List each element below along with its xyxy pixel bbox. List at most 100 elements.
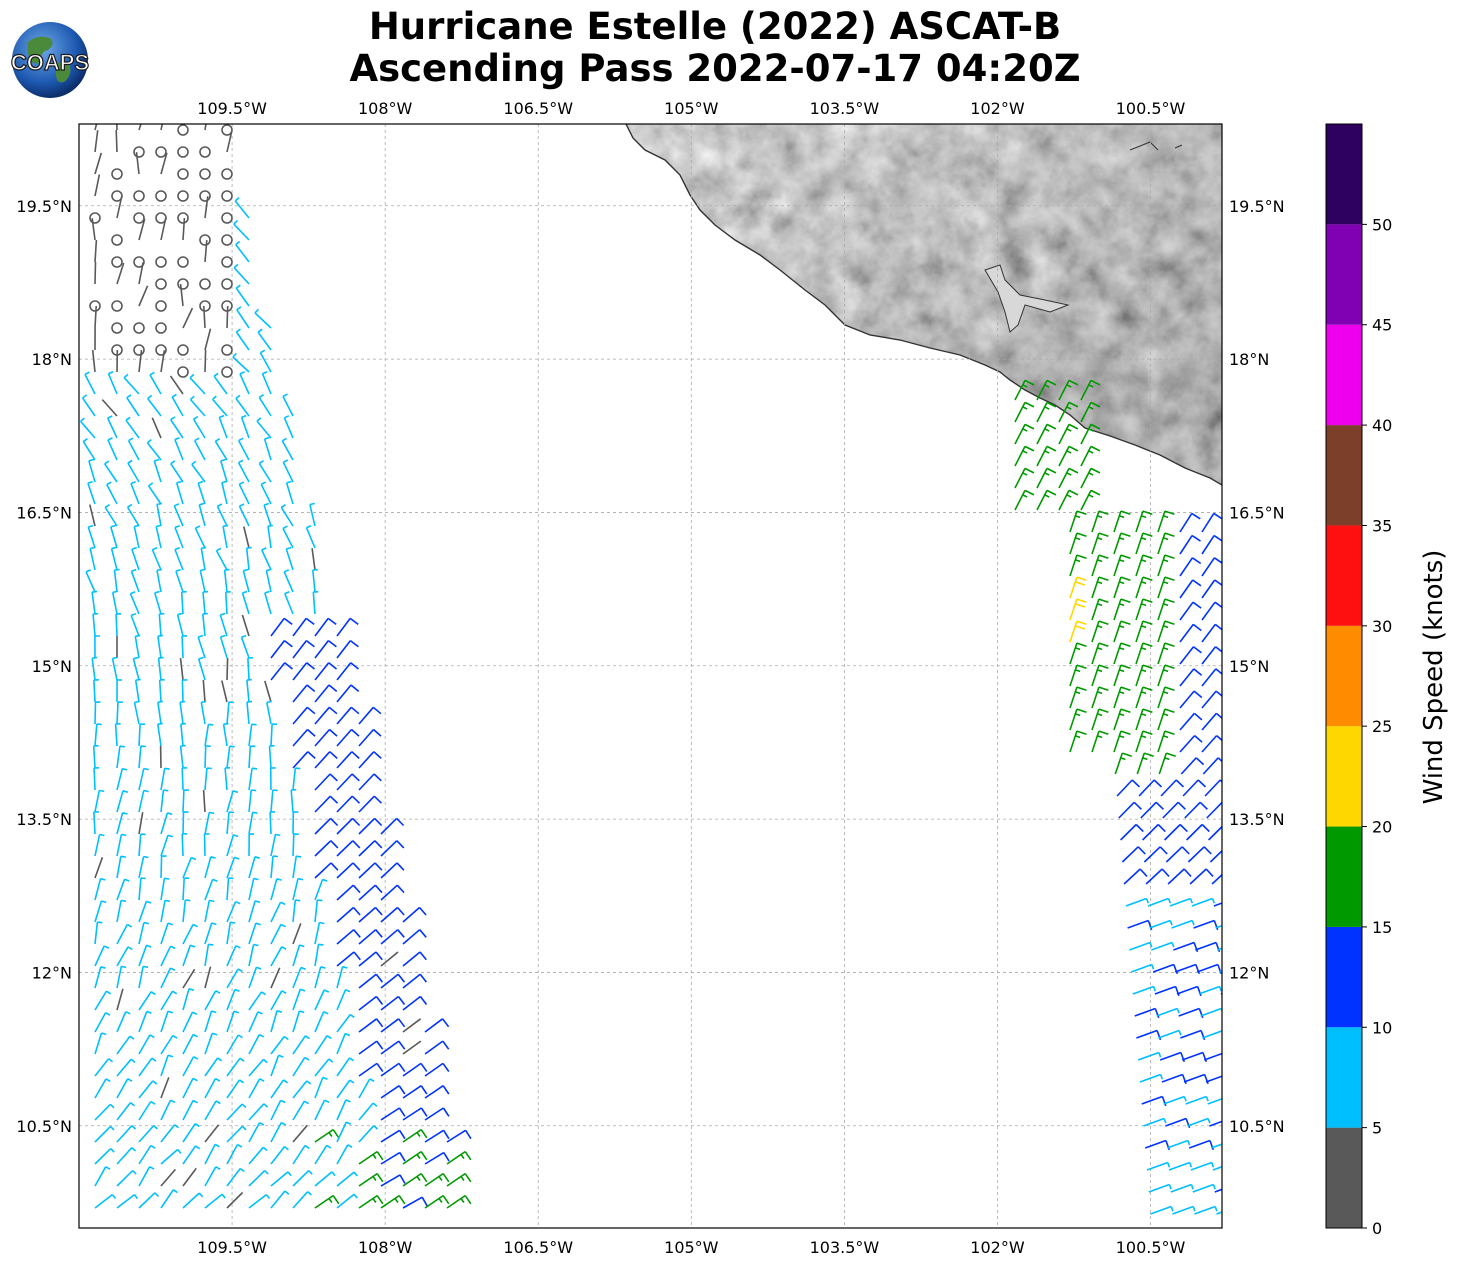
wind-barb [270,901,286,923]
wind-barb [292,923,302,945]
wind-barb [194,525,206,549]
wind-barb [402,1128,428,1143]
wind-barb [336,795,361,813]
wind-barb [336,617,359,637]
wind-barb [248,1121,265,1143]
wind-barb [336,639,359,659]
wind-barb [193,437,206,461]
wind-barb [270,990,287,1011]
lon-tick-label: 103.5°W [810,99,880,118]
wind-barb [1145,868,1170,885]
wind-barb [1191,897,1216,907]
wind-barb [235,394,250,417]
calm-wind-marker [111,168,123,180]
wind-barb [1176,985,1202,997]
wind-barb [358,973,384,989]
wind-barb [233,263,250,285]
wind-barb [116,899,127,923]
wind-barb [1187,1117,1211,1127]
wind-barb [226,790,239,813]
wind-barb [264,680,272,703]
wind-barb [202,590,209,615]
wind-barb [248,900,261,923]
wind-barb [189,373,206,395]
wind-barb [219,634,228,659]
wind-barb [130,568,140,593]
wind-barb [203,305,206,329]
wind-barb [116,1193,139,1209]
wind-barb [94,1103,115,1121]
wind-barb [380,906,405,923]
wind-barb [204,767,212,791]
wind-barb [154,590,162,615]
wind-barb [1158,1029,1182,1039]
wind-barb [1138,779,1163,797]
wind-barb [221,480,228,505]
wind-barb [222,722,229,747]
wind-barb [157,722,163,747]
wind-barb [160,812,173,835]
wind-barb [1179,668,1203,687]
lat-ticks-left: 19.5°N 18°N 16.5°N 15°N 13.5°N 12°N 10.5°N [16,197,72,1136]
wind-barb [1058,489,1079,511]
wind-barb [1091,532,1109,555]
wind-barb [1201,690,1222,709]
wind-barb [1179,601,1202,621]
wind-barb [358,1078,375,1099]
calm-wind-marker [155,300,167,312]
wind-barb [204,966,212,989]
wind-barb [110,524,118,549]
wind-barb [1058,423,1079,445]
wind-barb [281,437,294,461]
wind-barb [380,973,406,989]
calm-wind-marker [199,168,211,180]
wind-barb [270,967,281,989]
wind-barb [204,811,215,835]
wind-barb [1206,801,1222,819]
wind-barb [226,305,229,329]
colorbar-tick-label: 50 [1372,215,1392,234]
wind-barb [402,973,428,989]
wind-barb [116,701,123,725]
wind-barb [94,174,101,197]
wind-barb [182,1099,198,1121]
lon-tick-label: 103.5°W [810,1238,880,1257]
wind-barb [1146,1161,1171,1171]
wind-barb [226,1103,247,1121]
wind-barb [336,906,361,923]
wind-barb [174,524,184,549]
wind-barb [312,590,319,615]
wind-barb [424,1040,450,1055]
wind-barb [402,1018,422,1033]
wind-barb [1195,941,1221,953]
wind-barb [402,1150,428,1165]
wind-barb [1141,1095,1167,1107]
gridlines [79,124,1222,1228]
wind-barb [160,967,176,989]
colorbar-bin [1326,124,1362,225]
wind-barb [1161,1073,1187,1085]
wind-barb [138,900,152,923]
wind-barb [204,196,209,219]
lon-tick-label: 100.5°W [1116,1238,1186,1257]
wind-barb [116,262,125,285]
wind-barb [358,706,382,725]
wind-barb [292,944,305,967]
wind-barb [358,1040,384,1055]
wind-barb [358,906,383,923]
calm-wind-marker [133,344,145,356]
wind-barb [336,1144,353,1165]
wind-barb [216,503,228,527]
wind-barb [336,951,361,967]
colorbar-tick-label: 45 [1372,316,1392,335]
wind-barb [204,922,217,945]
wind-barb [1137,1051,1162,1061]
wind-barb [204,1077,221,1099]
lon-ticks-top: 109.5°W 108°W 106.5°W 105°W 103.5°W 102°W 100.… [197,99,1185,118]
wind-barb [284,590,294,615]
wind-barb [204,1057,223,1077]
wind-barb [153,458,162,483]
wind-barb [314,1128,340,1143]
wind-barb [155,524,162,549]
calm-wind-marker [221,344,233,356]
